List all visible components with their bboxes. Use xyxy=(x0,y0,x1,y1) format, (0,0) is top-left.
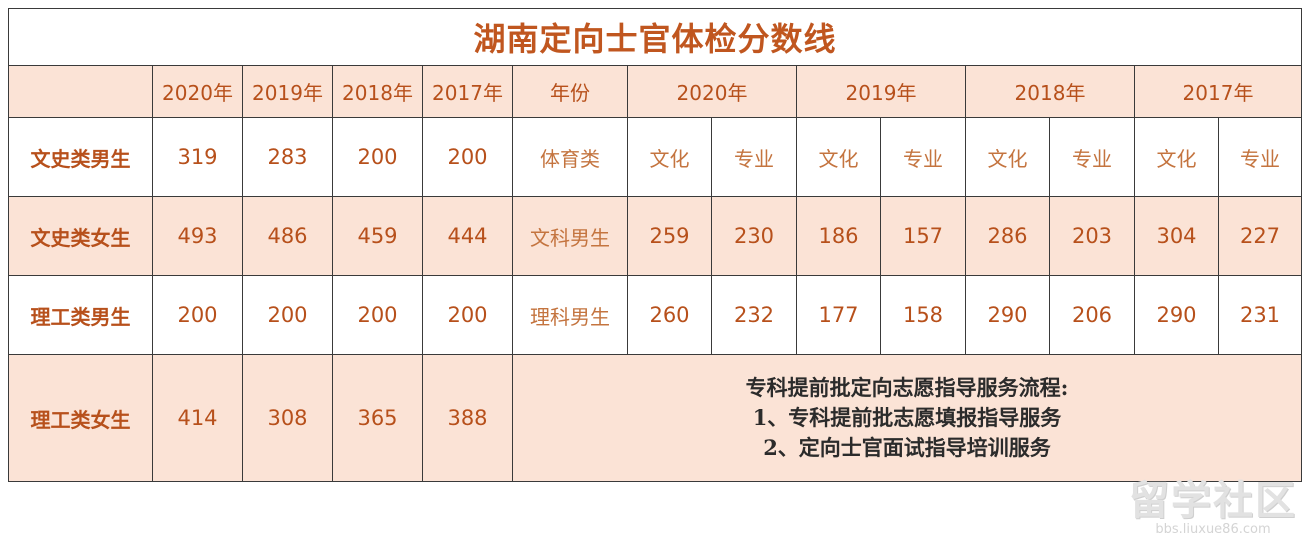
watermark-url: bbs.liuxue86.com xyxy=(1155,522,1271,537)
score-cell: 206 xyxy=(1049,275,1135,355)
score-cell: 200 xyxy=(332,275,423,355)
score-cell: 260 xyxy=(627,275,712,355)
row-label: 文史类男生 xyxy=(8,117,153,197)
table-row: 理工类男生 200 200 200 200 理科男生 260 232 177 1… xyxy=(8,275,1303,355)
subcol-major: 专业 xyxy=(711,117,797,197)
score-cell: 319 xyxy=(152,117,243,197)
title-row: 湖南定向士官体检分数线 xyxy=(7,8,1303,66)
header-year-right: 2020年 xyxy=(627,65,797,118)
table-row: 文史类男生 319 283 200 200 体育类 文化 专业 文化 专业 文化… xyxy=(8,117,1303,197)
score-cell: 493 xyxy=(152,196,243,276)
subcol-major: 专业 xyxy=(1049,117,1135,197)
subcol-culture: 文化 xyxy=(1134,117,1219,197)
score-cell: 157 xyxy=(880,196,966,276)
row-label: 文史类女生 xyxy=(8,196,153,276)
service-item: 1、专科提前批志愿填报指导服务 xyxy=(752,405,1062,430)
watermark: 留学社区 bbs.liuxue86.com xyxy=(1129,479,1297,537)
score-cell: 459 xyxy=(332,196,423,276)
subcol-culture: 文化 xyxy=(627,117,712,197)
subcol-major: 专业 xyxy=(880,117,966,197)
sports-row-label: 文科男生 xyxy=(512,196,628,276)
score-cell: 414 xyxy=(152,354,243,482)
score-cell: 203 xyxy=(1049,196,1135,276)
score-cell: 286 xyxy=(965,196,1050,276)
score-cell: 230 xyxy=(711,196,797,276)
score-table: 湖南定向士官体检分数线 2020年 2019年 2018年 2017年 年份 2… xyxy=(7,8,1303,482)
watermark-brand: 留学社区 xyxy=(1129,478,1297,524)
subcol-culture: 文化 xyxy=(796,117,881,197)
score-cell: 365 xyxy=(332,354,423,482)
score-cell: 200 xyxy=(332,117,423,197)
score-cell: 200 xyxy=(242,275,333,355)
score-cell: 158 xyxy=(880,275,966,355)
row-label: 理工类男生 xyxy=(8,275,153,355)
sports-row-label: 理科男生 xyxy=(512,275,628,355)
subcol-major: 专业 xyxy=(1217,117,1303,197)
score-cell: 290 xyxy=(965,275,1050,355)
table-row: 理工类女生 414 308 365 388 专科提前批定向志愿指导服务流程: 1… xyxy=(8,354,1303,482)
service-note: 专科提前批定向志愿指导服务流程: 1、专科提前批志愿填报指导服务 2、定向士官面… xyxy=(511,354,1303,482)
score-cell: 200 xyxy=(422,275,513,355)
header-year-right: 2019年 xyxy=(796,65,966,118)
header-year-label: 年份 xyxy=(512,65,628,118)
score-cell: 200 xyxy=(152,275,243,355)
header-year-left: 2018年 xyxy=(332,65,423,118)
row-label: 理工类女生 xyxy=(8,354,153,482)
header-row: 2020年 2019年 2018年 2017年 年份 2020年 2019年 2… xyxy=(8,65,1303,118)
score-cell: 232 xyxy=(711,275,797,355)
score-cell: 283 xyxy=(242,117,333,197)
score-cell: 259 xyxy=(627,196,712,276)
subcol-culture: 文化 xyxy=(965,117,1050,197)
score-cell: 388 xyxy=(422,354,513,482)
header-year-left: 2019年 xyxy=(242,65,333,118)
header-year-left: 2020年 xyxy=(152,65,243,118)
score-cell: 444 xyxy=(422,196,513,276)
table-row: 文史类女生 493 486 459 444 文科男生 259 230 186 1… xyxy=(8,196,1303,276)
score-cell: 290 xyxy=(1134,275,1219,355)
header-year-right: 2017年 xyxy=(1133,65,1303,118)
service-item: 2、定向士官面试指导培训服务 xyxy=(763,435,1051,460)
score-cell: 486 xyxy=(242,196,333,276)
service-heading: 专科提前批定向志愿指导服务流程: xyxy=(745,375,1069,400)
score-cell: 308 xyxy=(242,354,333,482)
score-cell: 200 xyxy=(422,117,513,197)
header-year-right: 2018年 xyxy=(965,65,1135,118)
table-title: 湖南定向士官体检分数线 xyxy=(7,8,1303,66)
score-cell: 177 xyxy=(796,275,881,355)
header-corner xyxy=(8,65,153,118)
score-cell: 186 xyxy=(796,196,881,276)
score-cell: 231 xyxy=(1217,275,1303,355)
sports-category-label: 体育类 xyxy=(512,117,628,197)
score-cell: 227 xyxy=(1217,196,1303,276)
score-cell: 304 xyxy=(1134,196,1219,276)
header-year-left: 2017年 xyxy=(422,65,513,118)
